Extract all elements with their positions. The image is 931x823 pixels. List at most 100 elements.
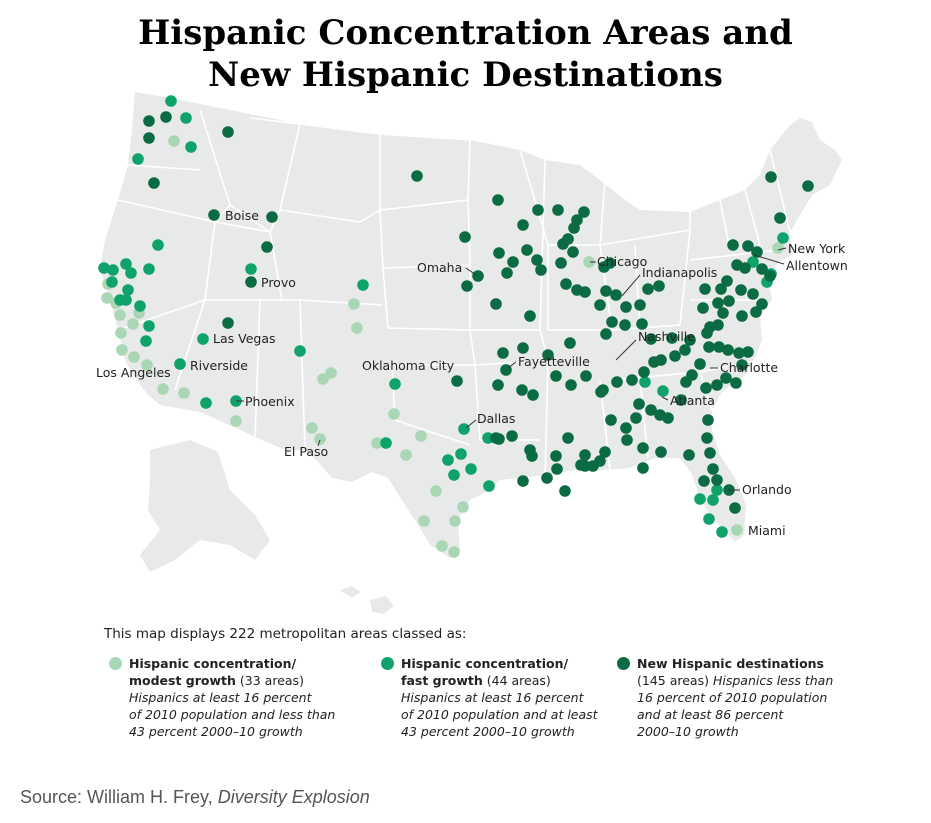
metro-dot-modest [371,437,383,449]
metro-dot-new [550,450,562,462]
metro-dot-fast [197,333,209,345]
metro-dot-new [626,374,638,386]
metro-dot-fast [455,448,467,460]
metro-dot-new [750,306,762,318]
metro-dot-fast [716,526,728,538]
metro-dot-new [527,389,539,401]
metro-dot-new [261,241,273,253]
metro-dot-new [541,472,553,484]
metro-dot-new [600,285,612,297]
metro-dot-new [551,463,563,475]
metro-dot-fast [639,376,651,388]
metro-dot-modest [325,367,337,379]
metro-dot-new [666,332,678,344]
legend-fast-desc-1: Hispanics at least 16 percent [401,690,584,705]
metro-dot-new [720,372,732,384]
metro-dot-modest [430,485,442,497]
metro-dot-new [535,264,547,276]
metro-dot-fast [120,258,132,270]
metro-dot-new [578,206,590,218]
metro-dot-new [594,299,606,311]
metro-dot-new [747,288,759,300]
us-landmass [100,92,842,558]
metro-dot-new [733,347,745,359]
legend-fast-count: (44 areas) [486,673,551,688]
metro-dot-fast [143,263,155,275]
metro-dot-new [461,280,473,292]
metro-dot-new [712,319,724,331]
metro-dot-modest [157,383,169,395]
city-label-orlando: Orlando [742,482,792,497]
metro-dot-new [633,398,645,410]
alaska-shape [140,440,270,572]
metro-dot-new [143,132,155,144]
metro-dot-fast [777,232,789,244]
metro-dot-new [604,257,616,269]
metro-dot-modest [415,430,427,442]
metro-dot-modest [101,292,113,304]
metro-dot-modest [348,298,360,310]
city-label-oklahoma-city: Oklahoma City [362,358,455,373]
legend-modest-title-1: Hispanic concentration/ [129,656,297,671]
metro-dot-new [620,422,632,434]
metro-dot-new [802,180,814,192]
metro-dot-new [645,404,657,416]
metro-dot-new [564,337,576,349]
legend-fast-desc-3: 43 percent 2000–10 growth [401,724,575,739]
map-title: Hispanic Concentration Areas and New His… [0,12,931,96]
metro-dot-new [516,384,528,396]
metro-dot-fast [107,264,119,276]
metro-dot-new [731,259,743,271]
metro-dot-fast [143,320,155,332]
city-label-miami: Miami [748,523,786,538]
legend-swatch-modest [109,657,122,670]
metro-dot-fast [707,494,719,506]
metro-dot-new [735,284,747,296]
metro-dot-new [642,283,654,295]
metro-dot-modest [230,415,242,427]
metro-dot-new [532,204,544,216]
metro-dot-modest [400,449,412,461]
metro-dot-new [684,334,696,346]
metro-dot-fast [694,493,706,505]
hawaii-shape [340,586,394,614]
legend-intro: This map displays 222 metropolitan areas… [104,626,467,642]
metro-dot-fast [711,484,723,496]
city-label-allentown: Allentown [786,258,848,273]
metro-dot-modest [114,309,126,321]
metro-dot-fast [389,378,401,390]
metro-dot-new [559,485,571,497]
metro-dot-modest [317,373,329,385]
city-label-el-paso: El Paso [284,444,328,459]
legend-modest-desc-2: of 2010 population and less than [129,707,336,722]
metro-dot-new [698,475,710,487]
metro-dot-new [552,204,564,216]
metro-dot-new [655,446,667,458]
metro-dot-fast [98,262,110,274]
metro-dot-fast [152,239,164,251]
metro-dot-modest [731,524,743,536]
metro-dot-new [148,177,160,189]
metro-dot-new [694,358,706,370]
metro-dot-fast [482,432,494,444]
metro-dot-modest [583,256,595,268]
metro-dot-new [501,267,513,279]
metro-dot-new [727,239,739,251]
metro-dot-modest [127,318,139,330]
source-credit: Source: William H. Frey, Diversity Explo… [20,787,370,808]
metro-dot-new [742,240,754,252]
legend-swatch-fast [381,657,394,670]
source-prefix: Source: William H. Frey, [20,787,218,807]
metro-dot-new [579,460,591,472]
metro-dot-new [555,257,567,269]
metro-dot-new [756,298,768,310]
metro-dot-new [567,246,579,258]
metro-dot-new [208,209,220,221]
metro-dot-new [565,379,577,391]
metro-dot-fast [185,141,197,153]
metro-dot-fast [132,153,144,165]
city-label-charlotte: Charlotte [720,360,778,375]
metro-dot-modest [128,351,140,363]
metro-dot-new [669,350,681,362]
metro-dot-fast [294,345,306,357]
